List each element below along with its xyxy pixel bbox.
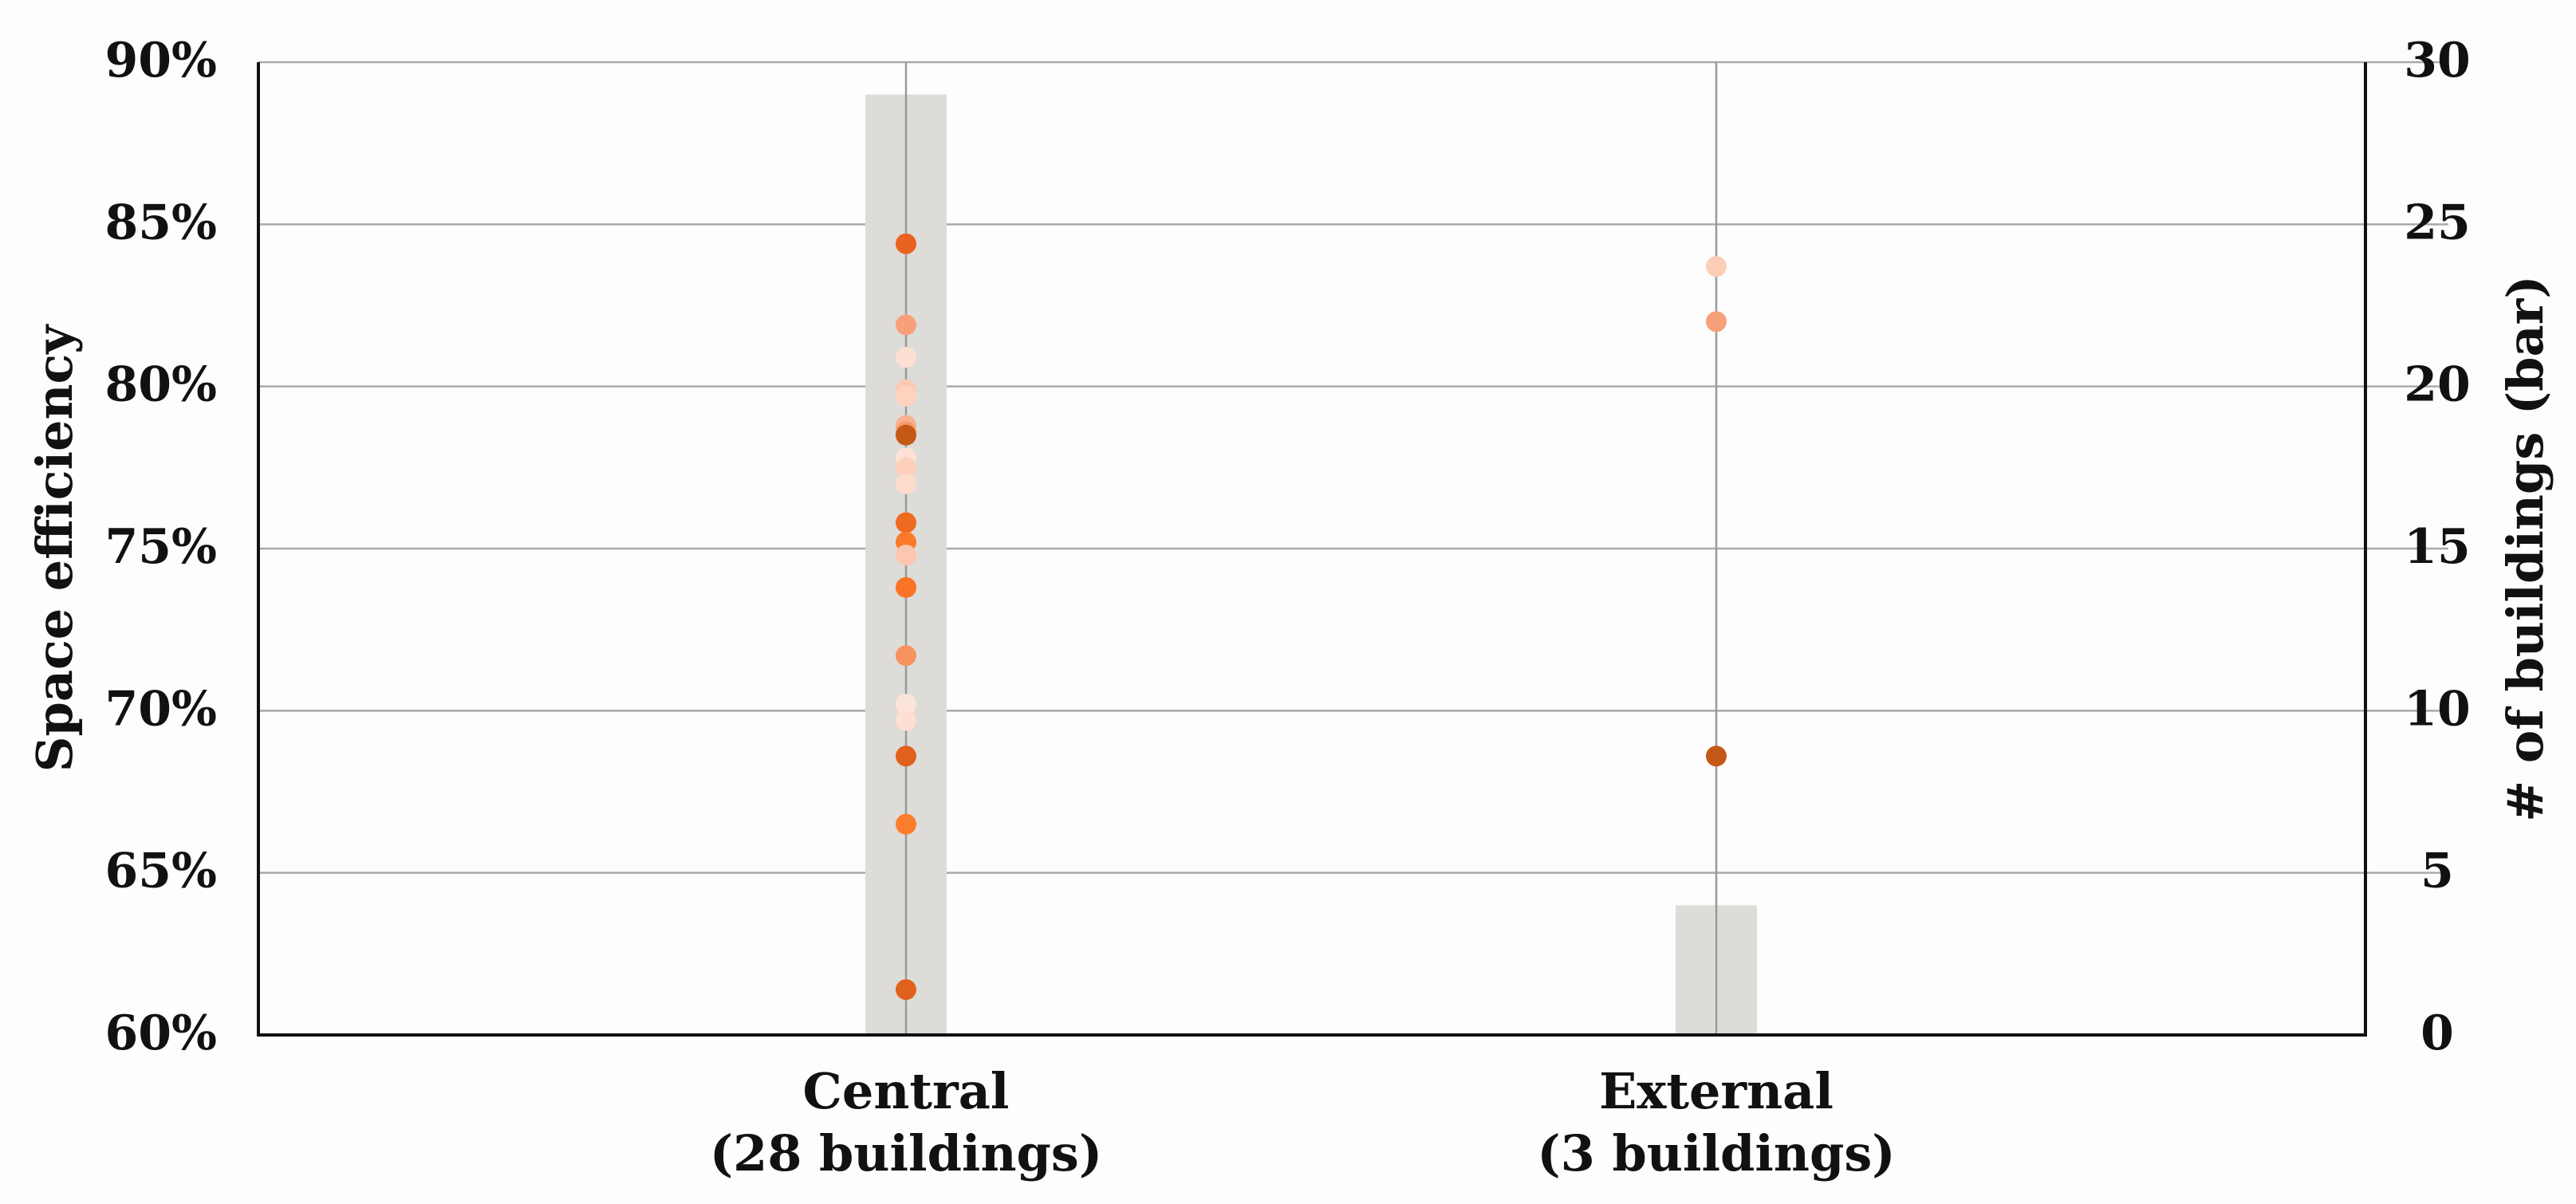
right-tick-label: 20 — [2404, 357, 2471, 413]
axes — [257, 62, 2367, 1037]
category-label: External — [1599, 1062, 1834, 1120]
point-0-13 — [896, 545, 916, 566]
point-0-10 — [896, 473, 916, 494]
point-0-19 — [896, 813, 916, 835]
point-0-20 — [896, 979, 916, 1001]
right-tick-label: 15 — [2404, 519, 2471, 575]
left-tick-label: 90% — [104, 33, 217, 89]
point-0-7 — [896, 424, 916, 446]
point-0-0 — [896, 233, 916, 254]
right-tick-label: 10 — [2404, 681, 2471, 737]
labels: 60% 65% 70% 75% 80% 85% 90% 0 5 10 15 20 25 30 Central… — [26, 33, 2554, 1182]
point-1-1 — [1706, 311, 1727, 332]
left-tick-label: 65% — [104, 844, 217, 899]
gridlines — [258, 61, 2448, 874]
left-tick-label: 85% — [104, 195, 217, 250]
right-axis-title: # of buildings (bar) — [2496, 275, 2554, 821]
points — [896, 233, 1727, 1001]
category-label: Central — [803, 1062, 1010, 1120]
point-1-2 — [1706, 746, 1727, 767]
right-tick-label: 0 — [2420, 1005, 2454, 1061]
left-tick-label: 75% — [104, 519, 217, 575]
point-0-16 — [896, 694, 916, 715]
left-tick-label: 80% — [104, 357, 217, 413]
left-tick-label: 70% — [104, 681, 217, 737]
left-tick-label: 60% — [104, 1005, 217, 1061]
point-1-0 — [1706, 256, 1727, 277]
point-0-2 — [896, 347, 916, 368]
category-label: (28 buildings) — [710, 1124, 1102, 1182]
point-0-9 — [896, 457, 916, 478]
left-axis-title: Space efficiency — [26, 324, 84, 773]
right-tick-label: 25 — [2404, 195, 2471, 250]
right-tick-label: 30 — [2404, 33, 2471, 89]
point-0-15 — [896, 645, 916, 667]
point-0-18 — [896, 746, 916, 767]
category-label: (3 buildings) — [1537, 1124, 1895, 1182]
point-0-17 — [896, 710, 916, 731]
point-0-11 — [896, 512, 916, 533]
right-tick-label: 5 — [2420, 844, 2454, 899]
point-0-1 — [896, 314, 916, 336]
point-0-4 — [896, 385, 916, 407]
point-0-14 — [896, 576, 916, 598]
